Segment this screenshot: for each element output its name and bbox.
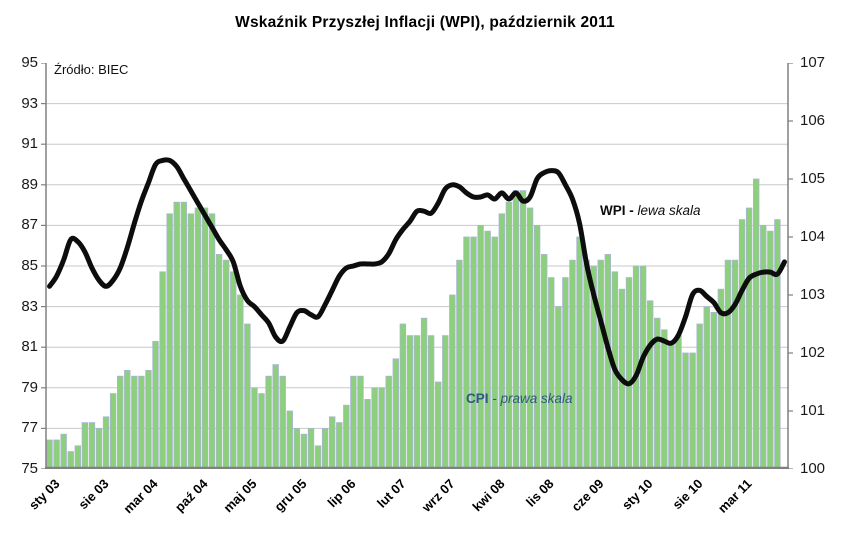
x-axis-label: lip 06 [324, 476, 359, 511]
x-axis-label: sie 10 [669, 476, 706, 513]
y-right-label: 105 [800, 170, 826, 187]
y-left-label: 79 [21, 378, 38, 396]
y-left-label: 75 [21, 460, 38, 477]
y-right-label: 107 [800, 54, 826, 71]
x-axis-label: mar 11 [714, 476, 755, 516]
wpi-line [47, 157, 787, 387]
y-right-label: 104 [800, 228, 826, 245]
y-left-label: 83 [21, 297, 38, 315]
y-left-label: 91 [21, 135, 38, 153]
x-axis-label: mar 04 [120, 476, 162, 517]
y-right-label: 103 [800, 286, 826, 303]
y-right-label: 106 [800, 112, 826, 129]
wpi-series-label: WPI - lewa skala [600, 203, 701, 218]
x-axis-label: gru 05 [271, 476, 310, 515]
y-left-label: 89 [21, 175, 38, 193]
x-axis-label: paź 04 [171, 476, 211, 515]
source-note: Źródło: BIEC [54, 62, 129, 77]
chart-svg [41, 62, 793, 470]
y-right-label: 101 [800, 402, 826, 419]
x-axis-label: sty 10 [619, 476, 656, 513]
x-axis-label: wrz 07 [419, 476, 458, 515]
y-left-label: 77 [21, 419, 38, 437]
x-axis-label: sty 03 [25, 476, 63, 513]
y-right-label: 102 [800, 344, 826, 361]
y-left-label: 81 [21, 338, 38, 356]
cpi-series-label-name: CPI [466, 391, 493, 406]
x-axis-label: maj 05 [220, 476, 260, 516]
y-left-label: 87 [21, 216, 38, 234]
x-axis-label: kwi 08 [469, 476, 508, 515]
x-axis-label: sie 03 [75, 476, 112, 513]
y-left-label: 93 [21, 94, 38, 112]
cpi-series-label-scale: - prawa skala [492, 391, 573, 406]
wpi-series-label-scale: lewa skala [637, 203, 701, 218]
plot-area [40, 62, 796, 470]
chart-title: Wskaźnik Przyszłej Inflacji (WPI), paźdz… [235, 14, 615, 31]
x-axis-label: cze 09 [568, 476, 607, 515]
x-axis-label: lis 08 [523, 476, 557, 510]
x-axis-label: lut 07 [373, 476, 409, 511]
cpi-series-label: CPI - prawa skala [466, 391, 573, 406]
y-left-label: 95 [21, 54, 38, 71]
y-right-label: 100 [800, 460, 826, 477]
cpi-bars [46, 178, 781, 470]
wpi-series-label-name: WPI - [600, 203, 638, 218]
y-left-label: 85 [21, 257, 38, 274]
